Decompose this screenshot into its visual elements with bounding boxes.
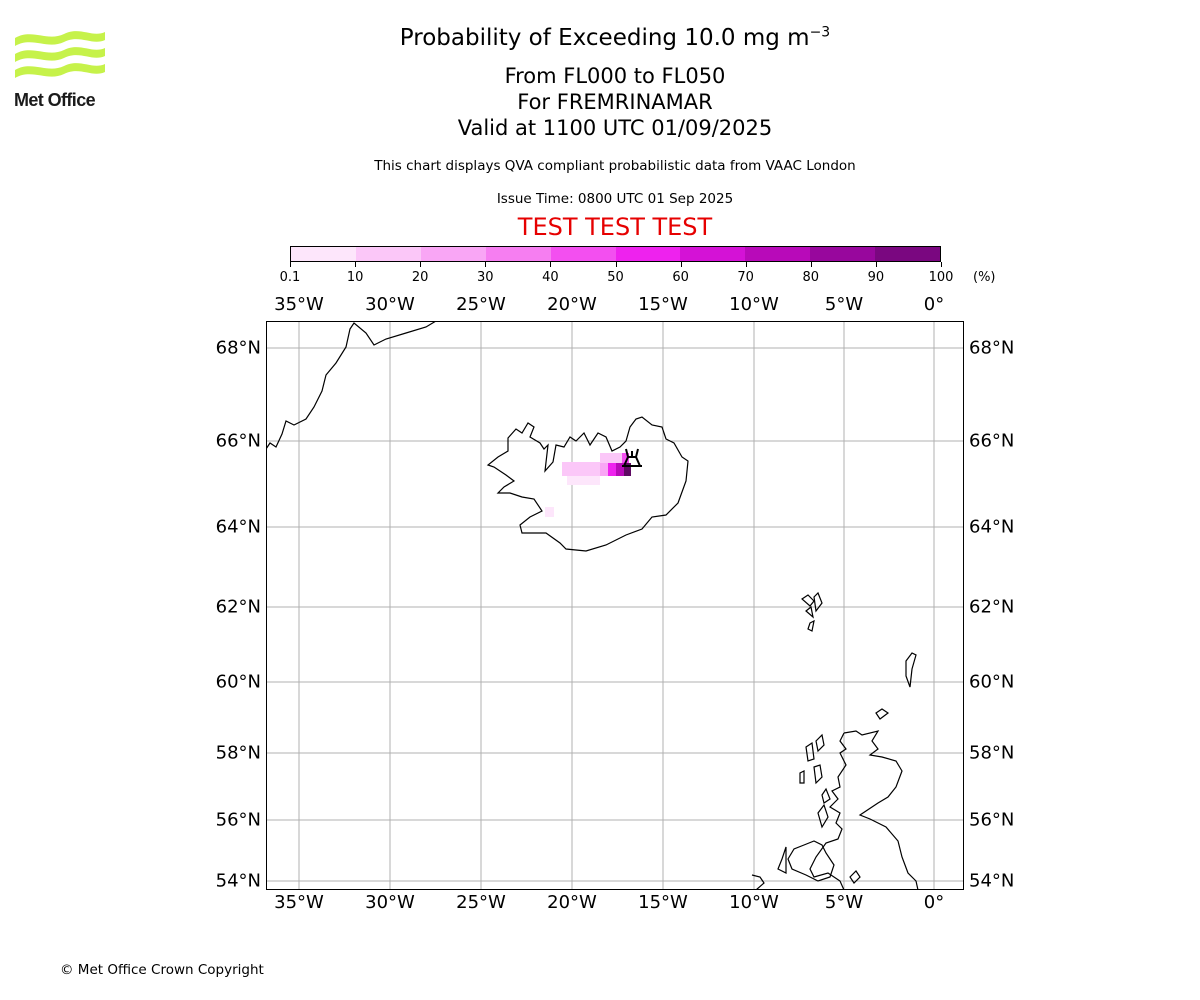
lat-label: 56°N xyxy=(215,809,261,831)
colorbar-tick-mark xyxy=(745,262,747,267)
lat-label: 64°N xyxy=(215,516,261,538)
lon-label: 20°W xyxy=(547,892,597,913)
colorbar-tick-mark xyxy=(485,262,487,267)
lon-label: 30°W xyxy=(365,892,415,913)
colorbar-tick-label: 40 xyxy=(542,270,559,285)
lat-label: 66°N xyxy=(969,430,1015,452)
lon-label: 5°W xyxy=(824,294,864,315)
chart-description: This chart displays QVA compliant probab… xyxy=(374,158,856,174)
colorbar-tick-mark xyxy=(550,262,552,267)
colorbar-tick-mark xyxy=(810,262,812,267)
volcano-icon xyxy=(622,448,642,467)
lat-label: 54°N xyxy=(969,870,1015,892)
colorbar-segment xyxy=(550,247,616,261)
lat-label: 58°N xyxy=(969,742,1015,764)
lon-label: 0° xyxy=(923,892,945,913)
valid-time: Valid at 1100 UTC 01/09/2025 xyxy=(457,116,773,140)
colorbar-segment xyxy=(875,247,941,261)
colorbar-unit: (%) xyxy=(973,270,996,285)
flight-level-range: From FL000 to FL050 xyxy=(504,64,726,88)
lat-label: 58°N xyxy=(215,742,261,764)
map-frame xyxy=(266,321,964,890)
lon-label: 25°W xyxy=(456,294,506,315)
lat-label: 56°N xyxy=(969,809,1015,831)
colorbar-tick-label: 50 xyxy=(607,270,624,285)
lon-label: 30°W xyxy=(365,294,415,315)
colorbar-tick-label: 80 xyxy=(802,270,820,285)
lat-label: 54°N xyxy=(215,870,261,892)
lon-label: 10°W xyxy=(729,294,779,315)
colorbar-tick-label: 90 xyxy=(867,270,885,285)
colorbar-tick-mark xyxy=(615,262,617,267)
met-office-logo-icon xyxy=(15,31,105,78)
lat-label: 64°N xyxy=(969,516,1015,538)
lat-label: 62°N xyxy=(215,596,261,618)
colorbar-tick-mark xyxy=(420,262,422,267)
colorbar-tick-label: 10 xyxy=(346,270,364,285)
colorbar-segment xyxy=(745,247,811,261)
lat-label: 68°N xyxy=(969,337,1015,359)
lat-label: 68°N xyxy=(215,337,261,359)
colorbar-tick-mark xyxy=(290,262,291,267)
lon-label: 0° xyxy=(923,294,945,315)
title-superscript: −3 xyxy=(809,24,831,41)
lat-label: 66°N xyxy=(215,430,261,452)
coastlines xyxy=(266,321,919,890)
colorbar-tick-mark xyxy=(680,262,682,267)
colorbar xyxy=(290,246,941,262)
colorbar-segment xyxy=(291,247,356,261)
lon-label: 10°W xyxy=(729,892,779,913)
gridlines xyxy=(266,321,964,890)
lon-label: 5°W xyxy=(824,892,864,913)
colorbar-tick-label: 70 xyxy=(737,270,754,285)
colorbar-segment xyxy=(485,247,551,261)
colorbar-segment xyxy=(420,247,486,261)
test-banner: TEST TEST TEST xyxy=(517,213,713,241)
lon-label: 35°W xyxy=(274,892,324,913)
colorbar-tick-label: 0.1 xyxy=(279,270,301,285)
probability-field xyxy=(545,453,631,517)
lon-label: 15°W xyxy=(638,294,688,315)
colorbar-tick-label: 100 xyxy=(928,270,954,285)
colorbar-tick-mark xyxy=(875,262,877,267)
chart-title: Probability of Exceeding 10.0 mg m−3 xyxy=(399,24,831,51)
lat-label: 62°N xyxy=(969,596,1015,618)
lat-label: 60°N xyxy=(969,671,1015,693)
lon-label: 35°W xyxy=(274,294,324,315)
colorbar-tick-label: 30 xyxy=(477,270,494,285)
map-plot xyxy=(266,321,964,890)
issue-time: Issue Time: 0800 UTC 01 Sep 2025 xyxy=(496,191,734,207)
volcano-name: For FREMRINAMAR xyxy=(517,90,713,114)
lon-label: 15°W xyxy=(638,892,688,913)
colorbar-tick-label: 60 xyxy=(672,270,689,285)
colorbar-tick-mark xyxy=(941,262,942,267)
colorbar-segment xyxy=(355,247,421,261)
colorbar-segment xyxy=(810,247,876,261)
colorbar-tick-label: 20 xyxy=(411,270,429,285)
copyright: © Met Office Crown Copyright xyxy=(60,962,264,978)
colorbar-segment xyxy=(680,247,746,261)
logo-wordmark: Met Office xyxy=(14,90,96,110)
lon-label: 25°W xyxy=(456,892,506,913)
colorbar-segment xyxy=(615,247,681,261)
lat-label: 60°N xyxy=(215,671,261,693)
colorbar-tick-mark xyxy=(355,262,357,267)
lon-label: 20°W xyxy=(547,294,597,315)
